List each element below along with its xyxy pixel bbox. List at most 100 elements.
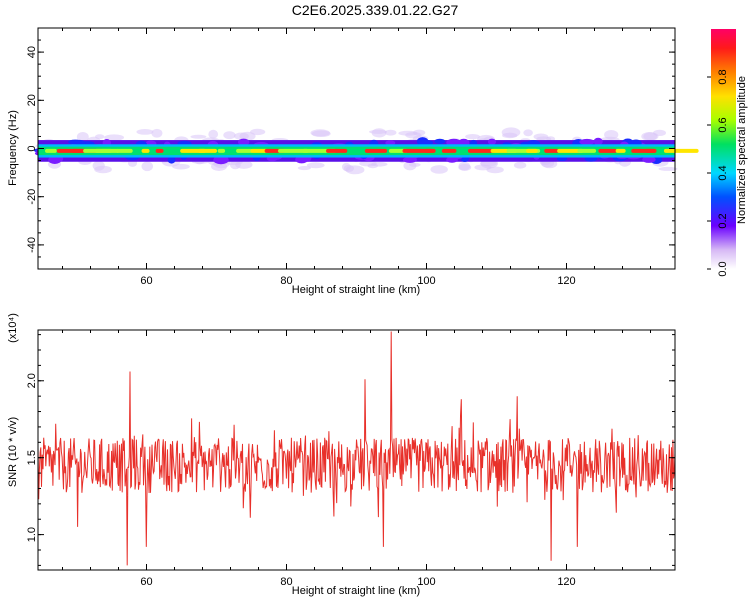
spectrogram-y-tick-label: -20 (26, 189, 38, 205)
heatmap-halo-blob (297, 165, 311, 171)
heatmap-core-segment (645, 148, 657, 153)
colorbar-ticks: 0.0 0.2 0.4 0.6 0.8 (707, 69, 729, 277)
heatmap-core-segment (557, 148, 584, 153)
heatmap-core-segment (441, 148, 457, 153)
snr-line-layer (37, 331, 676, 566)
heatmap-halo-blob (208, 129, 219, 139)
heatmap-halo-blob (658, 166, 678, 171)
heatmap-band-blob (68, 139, 83, 145)
colorbar-tick-label: 0.8 (717, 69, 729, 84)
heatmap-band-blob (487, 138, 497, 145)
spectrogram-x-tick-label: 60 (140, 275, 152, 287)
heatmap-core-segment (236, 148, 254, 153)
heatmap-core-segment (277, 148, 309, 153)
snr-x-tick-label: 60 (140, 576, 152, 588)
heatmap-halo-blob (190, 134, 207, 139)
snr-y-multiplier: (x10⁴) (7, 313, 19, 343)
heatmap-band-blob (593, 137, 603, 146)
colorbar-tick-label: 0.0 (717, 261, 729, 276)
heatmap-core-segment (155, 148, 164, 153)
colorbar-tick-label: 0.2 (717, 213, 729, 228)
heatmap-core-segment (339, 148, 348, 153)
snr-y-tick-label: 1.5 (26, 450, 38, 465)
heatmap-halo-blob (474, 164, 492, 171)
snr-y-axis-label: SNR (10 * v/v) (7, 417, 19, 487)
heatmap-core-segment (217, 148, 226, 153)
heatmap-halo-blob (413, 129, 426, 136)
heatmap-halo-blob (94, 134, 105, 140)
heatmap-halo-blob (310, 129, 330, 137)
snr-x-tick-label: 80 (280, 576, 292, 588)
heatmap-halo-blob (151, 128, 163, 138)
heatmap-halo-blob (369, 129, 388, 134)
snr-x-tick-label: 120 (557, 576, 575, 588)
heatmap-halo-blob (345, 165, 365, 175)
chart-title: C2E6.2025.339.01.22.G27 (291, 2, 459, 18)
heatmap-band-blob (237, 138, 250, 146)
heatmap-core-segment (364, 148, 388, 153)
heatmap-halo-blob (523, 129, 533, 137)
heatmap-halo-blob (533, 133, 549, 141)
heatmap-halo-blob (211, 161, 227, 172)
snr-y-ticks: 1.0 1.5 2.0 (26, 334, 675, 566)
spectrogram-x-tick-label: 100 (417, 275, 435, 287)
heatmap-halo-blob (94, 165, 112, 174)
colorbar-tick-label: 0.6 (717, 117, 729, 132)
heatmap-core-segment (424, 148, 435, 153)
heatmap-core-segment (467, 148, 496, 153)
colorbar (711, 29, 736, 269)
spectrogram-y-tick-label: 20 (26, 94, 38, 106)
heatmap-halo-blob (104, 134, 125, 141)
heatmap-halo-blob (367, 163, 379, 169)
heatmap-core-segment (615, 148, 626, 153)
snr-x-axis-label: Height of straight line (km) (292, 585, 420, 597)
heatmap-halo-blob (141, 161, 154, 172)
snr-series-line (37, 331, 676, 566)
spectrogram-heatmap (33, 127, 699, 175)
spectrogram-y-tick-label: 0 (26, 145, 38, 151)
spectrogram-x-tick-label: 120 (557, 275, 575, 287)
colorbar-label: Normalized spectral amplitude (736, 76, 748, 224)
heatmap-core-segment (526, 148, 538, 153)
snr-frame (37, 329, 676, 571)
spectrogram-x-axis-label: Height of straight line (km) (292, 284, 420, 296)
heatmap-core-segment (197, 148, 218, 153)
heatmap-halo-blob (403, 161, 417, 171)
spectrogram-y-tick-label: -40 (26, 237, 38, 253)
spectrogram-x-ticks: 60 80 100 120 (62, 28, 651, 287)
heatmap-band-blob (584, 156, 598, 162)
snr-x-ticks: 60 80 100 120 (62, 330, 651, 588)
heatmap-core-segment (94, 148, 120, 153)
heatmap-halo-blob (398, 130, 418, 136)
heatmap-band-blob (295, 155, 309, 164)
heatmap-band-green (38, 146, 675, 156)
heatmap-halo-blob (384, 129, 397, 136)
snr-x-tick-label: 100 (417, 576, 435, 588)
colorbar-tick-label: 0.4 (717, 165, 729, 180)
heatmap-halo-blob (172, 163, 190, 170)
heatmap-halo-blob (76, 131, 89, 142)
heatmap-halo-blob (458, 164, 472, 171)
heatmap-halo-blob (239, 131, 256, 141)
heatmap-band-blob (56, 156, 64, 162)
heatmap-halo-blob (136, 129, 154, 135)
heatmap-halo-blob (430, 165, 448, 174)
heatmap-band-blob (642, 156, 656, 163)
heatmap-core-segment (250, 148, 269, 153)
heatmap-core-segment (326, 148, 342, 153)
spectrogram-y-ticks: -40 -20 0 20 40 (26, 27, 675, 270)
heatmap-core-segment (141, 148, 150, 153)
spectrogram-y-tick-label: 40 (26, 46, 38, 58)
heatmap-halo-blob (465, 134, 480, 140)
heatmap-core-segment (544, 148, 560, 153)
heatmap-core-segment (45, 148, 57, 153)
heatmap-core-segment (115, 148, 133, 153)
heatmap-core-segment (598, 148, 617, 153)
heatmap-band-blob (434, 138, 446, 144)
heatmap-band-blob (579, 138, 595, 146)
heatmap-halo-blob (306, 162, 325, 169)
heatmap-halo-blob (501, 127, 521, 138)
heatmap-band-blob (167, 156, 176, 164)
snr-y-tick-label: 1.0 (26, 527, 38, 542)
